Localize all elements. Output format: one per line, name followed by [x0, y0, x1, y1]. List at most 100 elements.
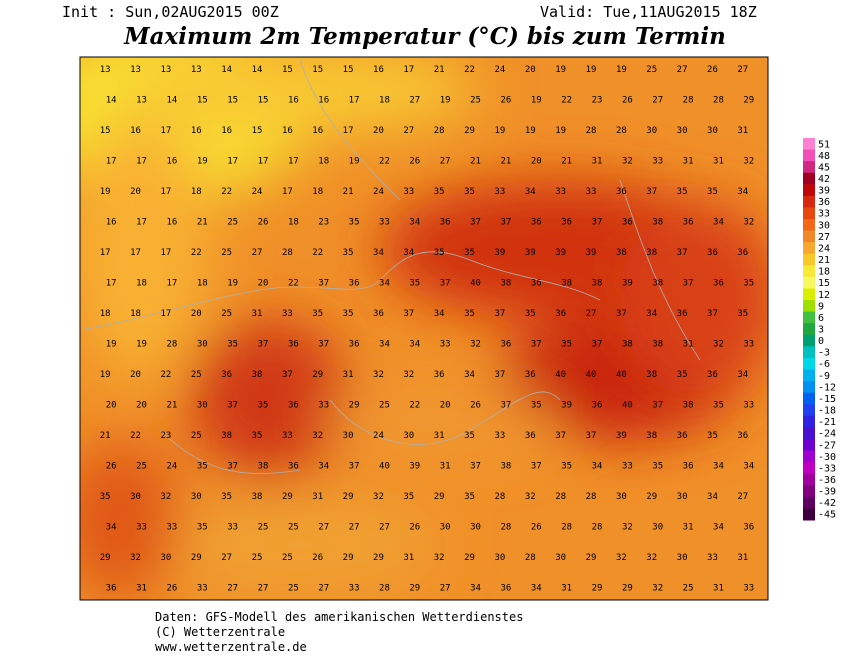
temperature-label: 37 [592, 218, 603, 228]
temperature-label: 33 [652, 157, 663, 167]
temperature-label: 34 [743, 462, 754, 472]
colorbar-segment [803, 404, 815, 417]
temperature-label: 38 [683, 401, 694, 411]
temperature-label: 25 [282, 553, 293, 563]
temperature-label: 30 [403, 431, 414, 441]
colorbar-label: -27 [818, 440, 836, 451]
temperature-label: 37 [646, 187, 657, 197]
temperature-label: 27 [379, 523, 390, 533]
temperature-label: 14 [166, 96, 177, 106]
temperature-label: 35 [434, 248, 445, 258]
temperature-label: 30 [652, 523, 663, 533]
temperature-label: 25 [379, 401, 390, 411]
colorbar-segment [803, 357, 815, 371]
temperature-label: 36 [737, 248, 748, 258]
temperature-label: 28 [713, 96, 724, 106]
temperature-label: 25 [288, 584, 299, 594]
temperature-label: 22 [312, 248, 323, 258]
temperature-label: 22 [561, 96, 572, 106]
temperature-label: 36 [683, 462, 694, 472]
temperature-label: 33 [440, 340, 451, 350]
temperature-label: 21 [197, 218, 208, 228]
colorbar-label: 6 [818, 313, 824, 324]
temperature-label: 18 [191, 187, 202, 197]
temperature-label: 30 [677, 553, 688, 563]
temperature-label: 38 [616, 248, 627, 258]
temperature-label: 20 [258, 279, 269, 289]
temperature-label: 32 [743, 157, 754, 167]
temperature-label: 36 [349, 279, 360, 289]
colorbar-label: -36 [818, 475, 836, 486]
temperature-label: 25 [252, 553, 263, 563]
temperature-label: 37 [531, 340, 542, 350]
temperature-label: 34 [379, 279, 390, 289]
temperature-label: 30 [160, 553, 171, 563]
temperature-label: 37 [677, 248, 688, 258]
temperature-label: 32 [312, 431, 323, 441]
temperature-label: 37 [403, 309, 414, 319]
colorbar-segment [803, 253, 815, 266]
temperature-label: 34 [403, 248, 414, 258]
colorbar-label: 42 [818, 174, 830, 185]
temperature-label: 28 [282, 248, 293, 258]
temperature-label: 37 [592, 340, 603, 350]
temperature-label: 29 [343, 492, 354, 502]
temperature-label: 16 [221, 126, 232, 136]
temperature-label: 22 [130, 431, 141, 441]
temperature-label: 35 [464, 187, 475, 197]
temperature-label: 37 [652, 401, 663, 411]
temperature-label: 17 [136, 218, 147, 228]
temperature-label: 38 [646, 248, 657, 258]
temperature-label: 35 [525, 309, 536, 319]
colorbar-segment [803, 334, 815, 347]
temperature-label: 33 [136, 523, 147, 533]
temperature-label: 31 [403, 553, 414, 563]
temperature-label: 17 [160, 126, 171, 136]
temperature-label: 21 [500, 157, 511, 167]
temperature-label: 36 [106, 584, 117, 594]
temperature-label: 33 [494, 431, 505, 441]
temperature-label: 33 [707, 553, 718, 563]
temperature-label: 35 [531, 401, 542, 411]
temperature-label: 17 [130, 248, 141, 258]
temperature-label: 35 [349, 218, 360, 228]
temperature-label: 32 [403, 370, 414, 380]
temperature-label: 34 [434, 309, 445, 319]
temperature-label: 28 [379, 584, 390, 594]
colorbar-label: -45 [818, 510, 836, 521]
temperature-label: 27 [403, 126, 414, 136]
temperature-label: 35 [737, 309, 748, 319]
temperature-label: 23 [318, 218, 329, 228]
temperature-label: 37 [258, 340, 269, 350]
temperature-label: 36 [531, 218, 542, 228]
temperature-label: 18 [379, 96, 390, 106]
temperature-label: 17 [160, 309, 171, 319]
temperature-label: 37 [586, 431, 597, 441]
temperature-label: 22 [379, 157, 390, 167]
temperature-label: 31 [561, 584, 572, 594]
temperature-label: 37 [470, 462, 481, 472]
temperature-label: 35 [713, 401, 724, 411]
colorbar-segment [803, 276, 815, 289]
temperature-label: 39 [525, 248, 536, 258]
temperature-label: 33 [282, 431, 293, 441]
temperature-label: 32 [160, 492, 171, 502]
temperature-label: 17 [282, 187, 293, 197]
colorbar-label: -21 [818, 417, 836, 428]
temperature-label: 34 [737, 187, 748, 197]
temperature-label: 30 [646, 126, 657, 136]
colorbar-segment [803, 392, 815, 405]
temperature-label: 35 [227, 340, 238, 350]
temperature-label: 13 [130, 65, 141, 75]
footer-line: (C) Wetterzentrale [155, 625, 285, 639]
temperature-label: 16 [288, 96, 299, 106]
temperature-label: 19 [616, 65, 627, 75]
temperature-label: 30 [130, 492, 141, 502]
colorbar-label: -9 [818, 371, 830, 382]
temperature-label: 28 [434, 126, 445, 136]
temperature-label: 34 [707, 492, 718, 502]
temperature-label: 31 [713, 157, 724, 167]
temperature-label: 35 [221, 492, 232, 502]
temperature-label: 36 [592, 401, 603, 411]
